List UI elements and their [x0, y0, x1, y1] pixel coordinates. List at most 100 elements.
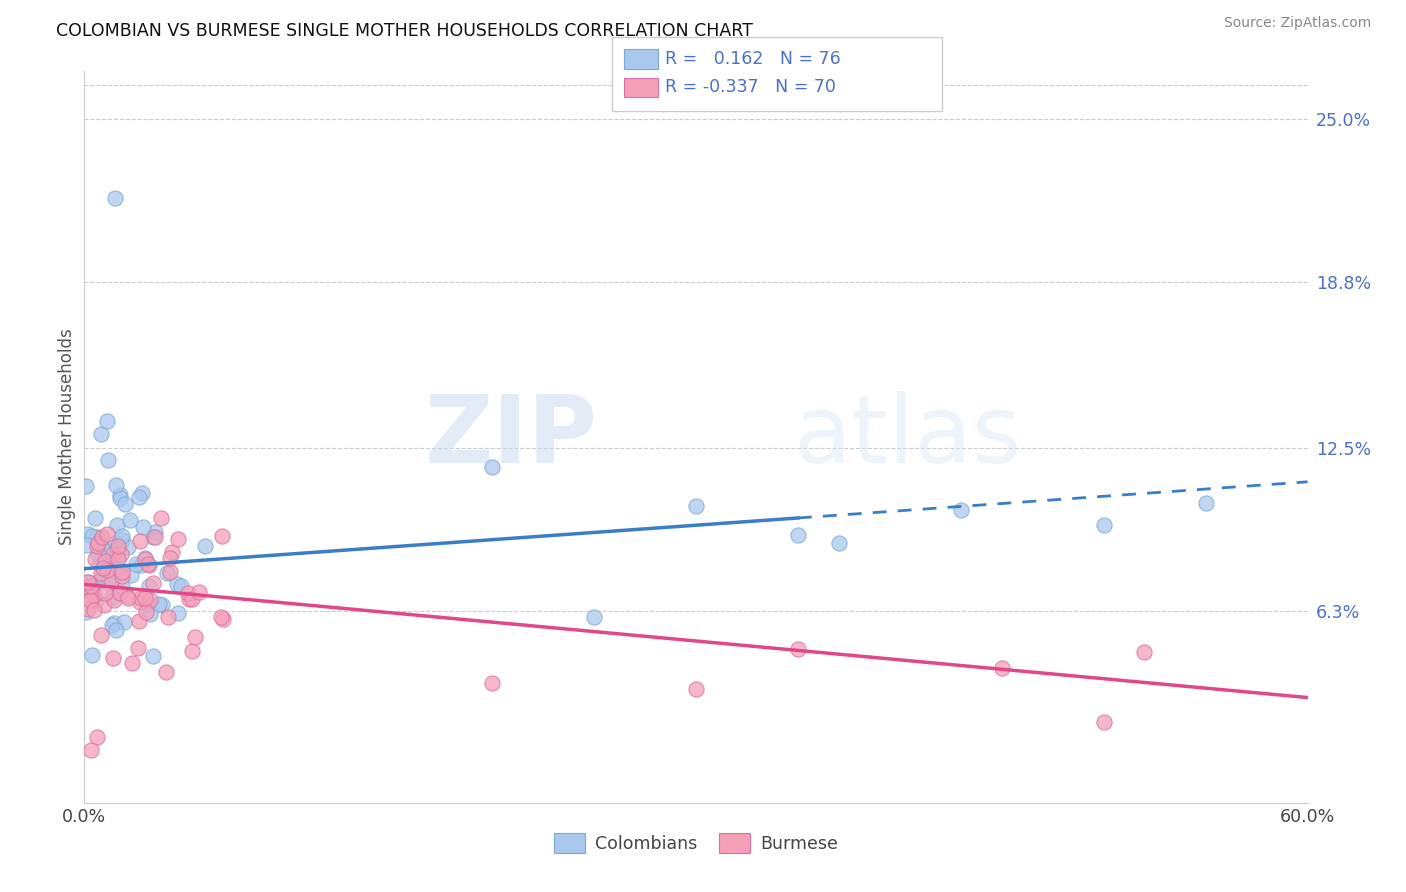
Point [159, 551, 181, 566]
Point [101, 551, 124, 566]
Point [111, 565, 134, 579]
Point [117, 540, 139, 554]
Point [79, 592, 101, 607]
Point [142, 530, 165, 544]
Point [97, 544, 120, 558]
Point [97, 453, 120, 467]
Point [188, 585, 211, 599]
Point [150, 599, 173, 613]
Point [112, 615, 135, 629]
Point [787, 641, 810, 656]
Point [107, 541, 129, 556]
Point [110, 547, 132, 561]
Text: R = -0.337   N = 70: R = -0.337 N = 70 [665, 78, 837, 96]
Point [84, 551, 107, 566]
Point [148, 597, 170, 611]
Point [89, 555, 111, 569]
Text: Source: ZipAtlas.com: Source: ZipAtlas.com [1223, 16, 1371, 30]
Point [80, 743, 103, 757]
Point [115, 589, 138, 603]
Point [129, 591, 152, 605]
Point [142, 576, 165, 591]
Legend: Colombians, Burmese: Colombians, Burmese [547, 826, 845, 860]
Point [149, 511, 172, 525]
Point [75, 605, 97, 619]
Point [1092, 715, 1115, 730]
Point [77, 580, 100, 594]
Point [104, 191, 127, 205]
Point [156, 610, 179, 624]
Point [76, 538, 98, 552]
Point [103, 616, 125, 631]
Text: R =   0.162   N = 76: R = 0.162 N = 76 [665, 50, 841, 68]
Point [135, 605, 157, 619]
Point [160, 544, 183, 558]
Point [131, 486, 153, 500]
Point [90, 628, 112, 642]
Point [104, 536, 127, 550]
Point [128, 614, 150, 628]
Point [105, 549, 128, 564]
Point [120, 567, 142, 582]
Point [86, 530, 108, 544]
Point [80, 579, 103, 593]
Point [787, 528, 810, 542]
Point [80, 593, 103, 607]
Point [950, 503, 973, 517]
Point [167, 606, 190, 620]
Point [181, 644, 204, 658]
Point [143, 524, 166, 539]
Point [108, 491, 131, 505]
Point [100, 574, 122, 588]
Point [101, 547, 124, 561]
Point [91, 543, 114, 558]
Point [134, 552, 156, 566]
Point [209, 609, 232, 624]
Point [84, 592, 107, 607]
Point [77, 602, 100, 616]
Point [110, 586, 132, 600]
Point [83, 511, 105, 525]
Text: atlas: atlas [794, 391, 1022, 483]
Point [75, 479, 97, 493]
Point [167, 532, 190, 546]
Point [134, 551, 156, 566]
Point [129, 558, 152, 573]
Point [138, 592, 160, 607]
Point [107, 540, 129, 554]
Point [481, 675, 503, 690]
Point [139, 607, 162, 621]
Text: ZIP: ZIP [425, 391, 598, 483]
Point [143, 530, 166, 544]
Point [107, 518, 129, 533]
Point [136, 597, 159, 611]
Point [91, 560, 114, 574]
Point [96, 414, 118, 428]
Point [127, 641, 149, 656]
Point [97, 552, 120, 566]
Point [108, 488, 131, 502]
Point [94, 586, 117, 600]
Point [159, 566, 181, 580]
Text: COLOMBIAN VS BURMESE SINGLE MOTHER HOUSEHOLDS CORRELATION CHART: COLOMBIAN VS BURMESE SINGLE MOTHER HOUSE… [56, 22, 754, 40]
Point [1092, 518, 1115, 533]
Point [166, 577, 188, 591]
Point [155, 665, 177, 680]
Point [685, 681, 707, 696]
Point [124, 557, 146, 571]
Point [86, 539, 108, 553]
Point [104, 478, 127, 492]
Point [1195, 496, 1218, 510]
Point [111, 569, 134, 583]
Point [86, 574, 108, 589]
Point [128, 490, 150, 504]
Point [77, 574, 100, 589]
Point [169, 579, 191, 593]
Point [111, 529, 134, 543]
Point [90, 530, 112, 544]
Point [93, 598, 115, 612]
Point [100, 591, 122, 605]
Point [120, 513, 142, 527]
Point [111, 579, 134, 593]
Point [83, 603, 105, 617]
